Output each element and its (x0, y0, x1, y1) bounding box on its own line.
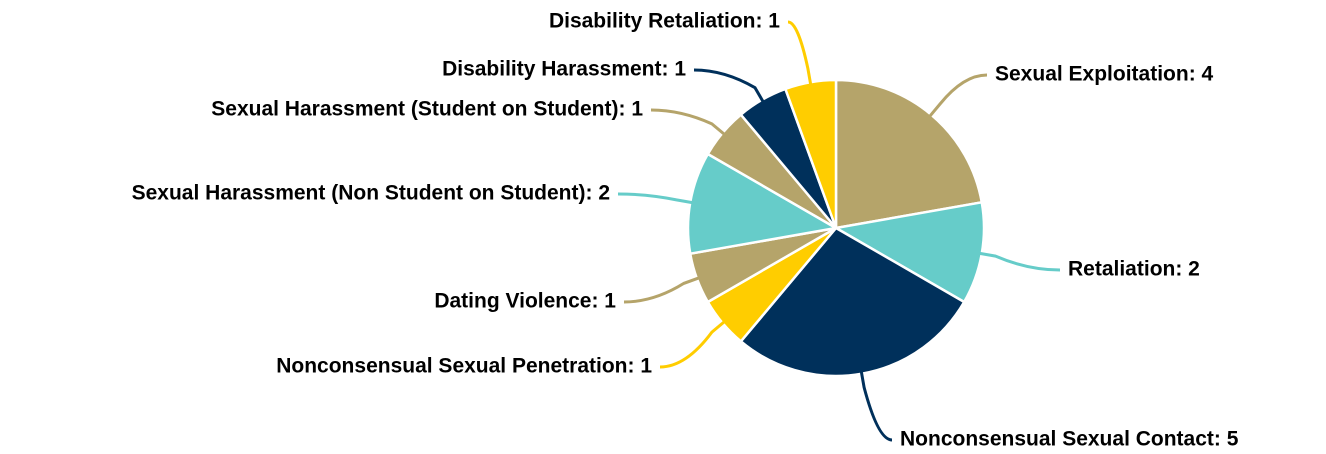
leader-line (979, 251, 1061, 272)
slice-label: Sexual Harassment (Student on Student): … (211, 98, 643, 121)
leader-line (623, 276, 700, 304)
leader-line (650, 108, 726, 136)
leader-line (859, 371, 893, 442)
slice-label: Sexual Harassment (Non Student on Studen… (132, 182, 610, 205)
slice-label: Nonconsensual Sexual Penetration: 1 (276, 355, 652, 378)
leader-line (693, 68, 765, 103)
slice-label: Sexual Exploitation: 4 (995, 63, 1214, 86)
leader-line (617, 192, 693, 205)
leader-line (928, 73, 988, 118)
slice-label: Retaliation: 2 (1068, 258, 1200, 281)
slice-label: Disability Harassment: 1 (442, 58, 686, 81)
slice-label: Disability Retaliation: 1 (549, 10, 780, 33)
leader-line (787, 20, 813, 85)
leader-line (659, 320, 726, 369)
slice-label: Nonconsensual Sexual Contact: 5 (900, 428, 1239, 449)
slice-label: Dating Violence: 1 (434, 290, 616, 313)
